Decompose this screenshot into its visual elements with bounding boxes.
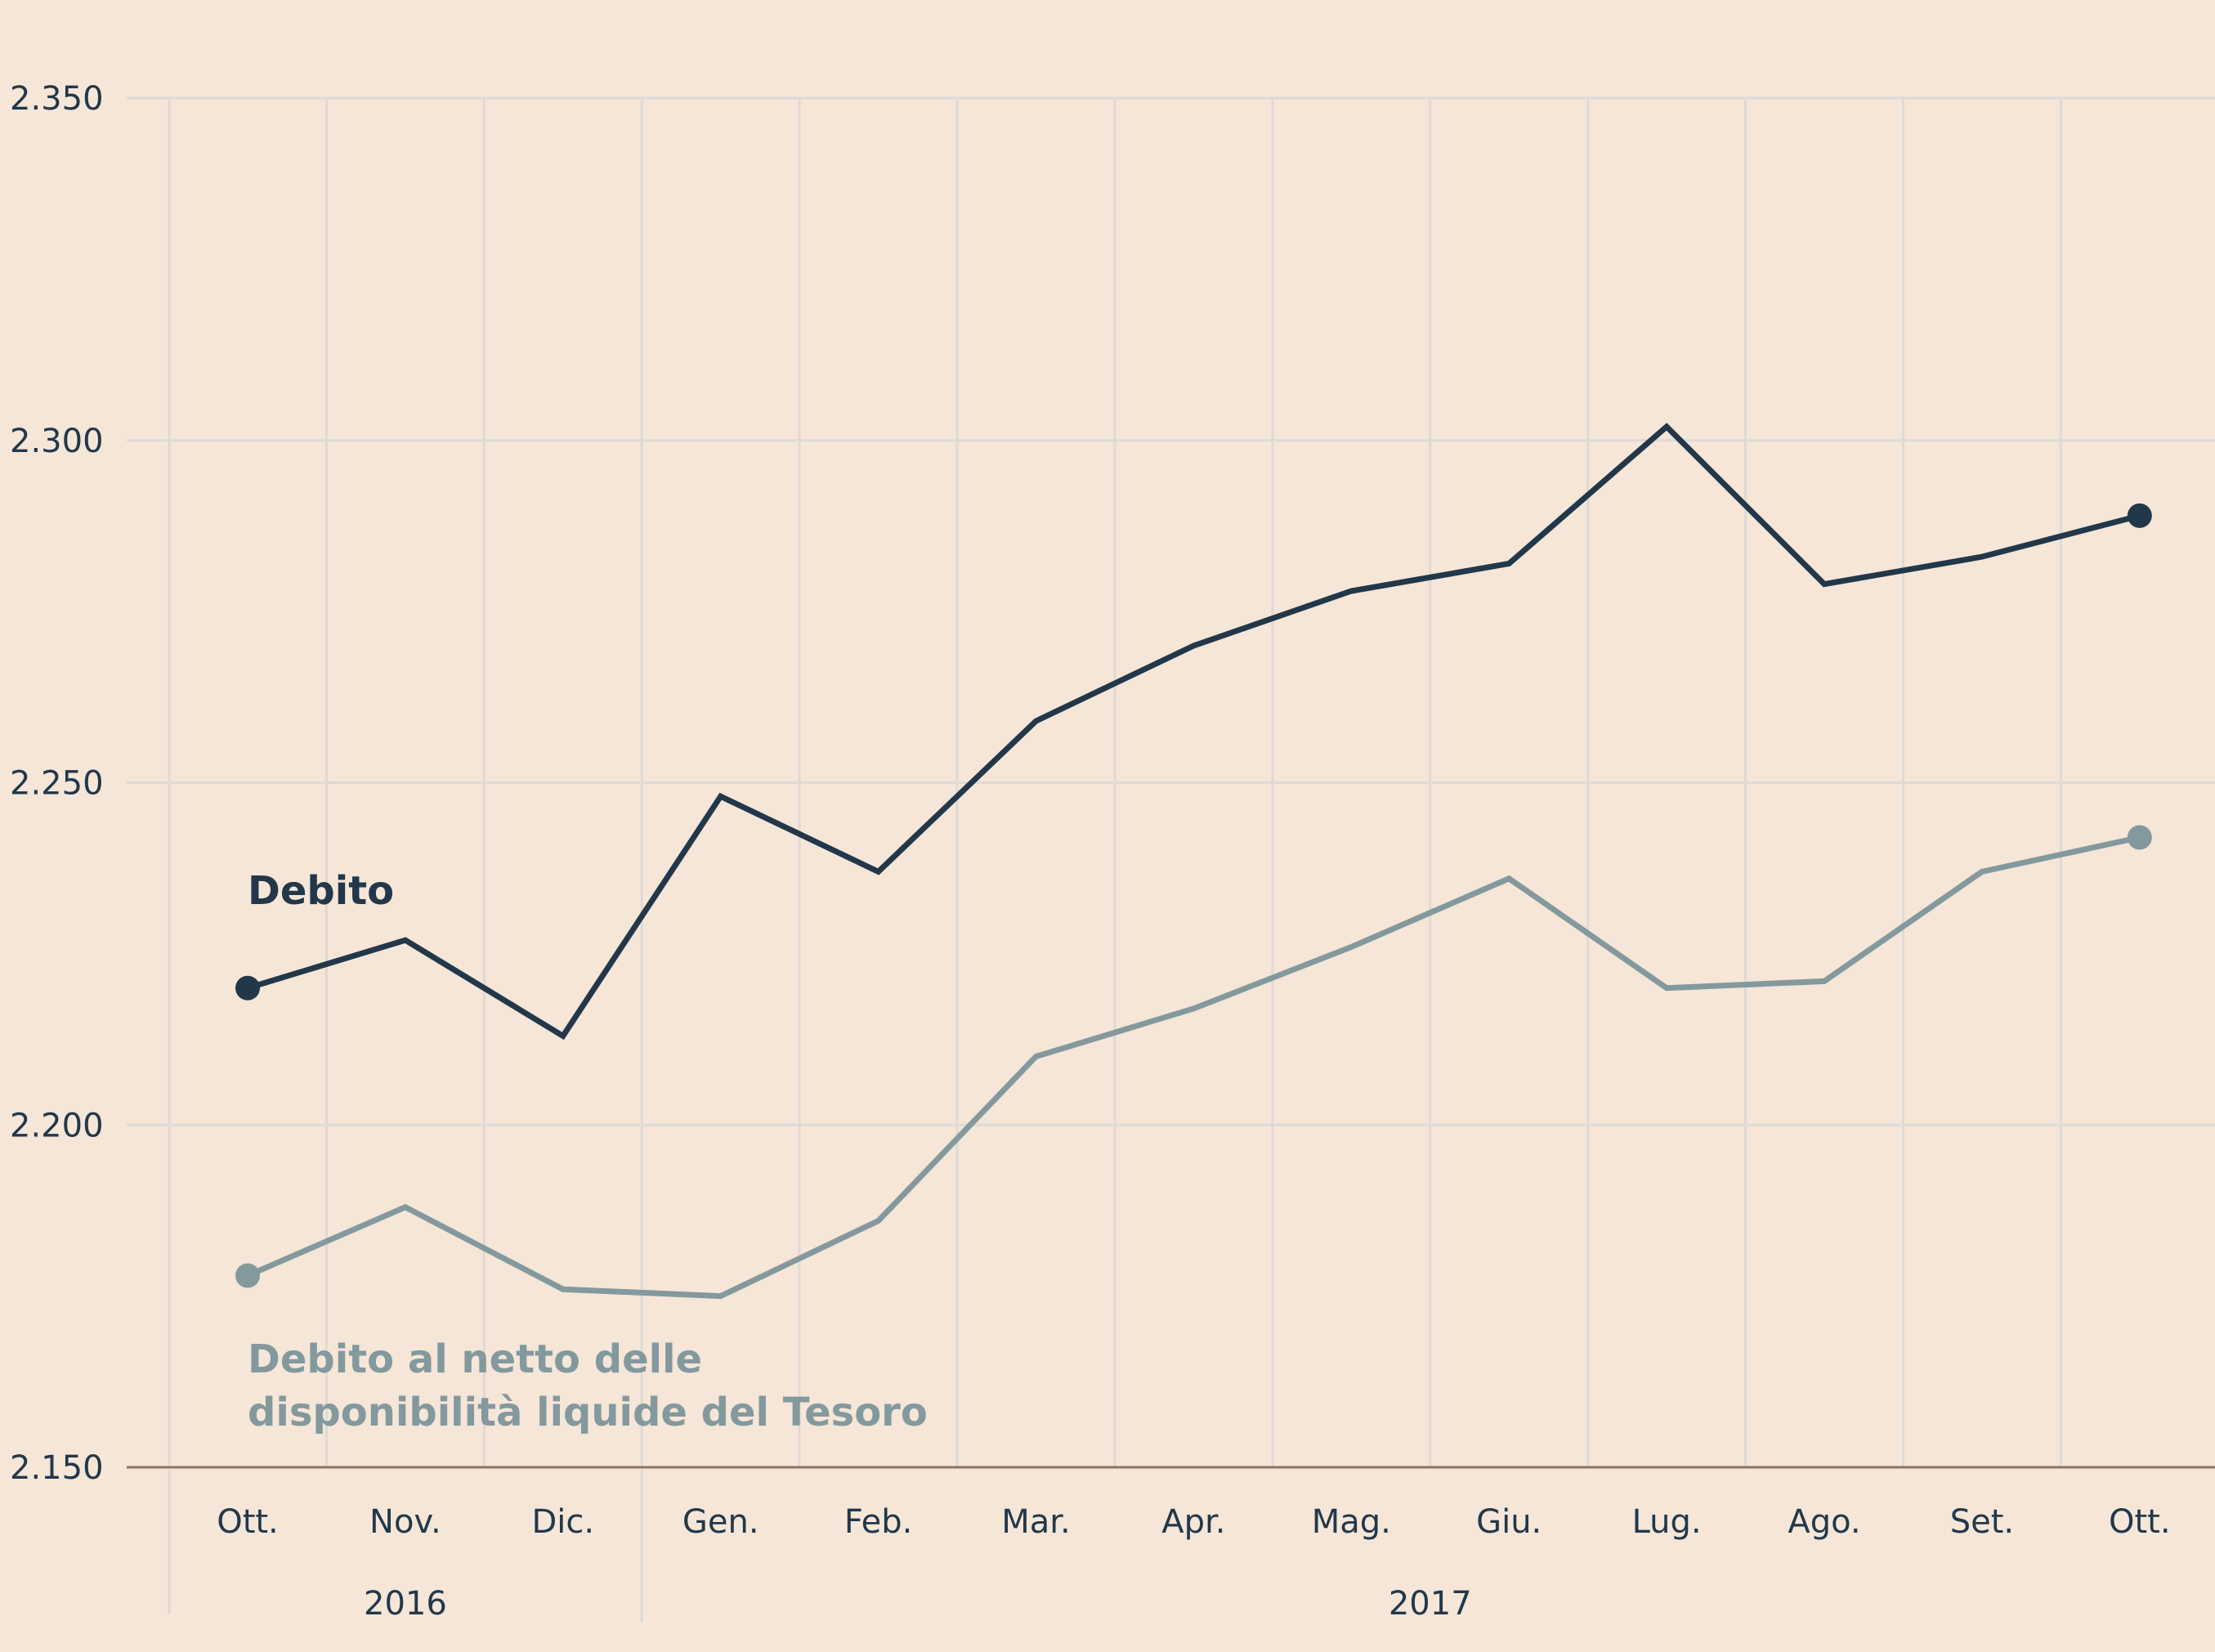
y-tick-label: 2.150: [10, 1449, 104, 1487]
series-label-debito: Debito: [248, 868, 394, 914]
x-tick-label: Ott.: [217, 1503, 279, 1541]
x-tick-label: Lug.: [1632, 1503, 1702, 1541]
series-line-2: [246, 835, 2141, 1300]
data-point: [235, 975, 260, 1001]
data-point: [2127, 503, 2152, 528]
series: [235, 423, 2152, 1300]
y-tick-label: 2.350: [10, 80, 104, 118]
x-tick-label: Mar.: [1001, 1503, 1071, 1541]
year-label: 2016: [364, 1585, 447, 1623]
year-label: 2017: [1389, 1585, 1472, 1623]
labels: 2.150 2.200 2.250 2.300 2.350 Ott. Nov. Dic. Gen…: [10, 80, 2171, 1623]
x-tick-label: Set.: [1950, 1503, 2014, 1541]
x-tick-label: Apr.: [1161, 1503, 1225, 1541]
x-tick-label: Nov.: [369, 1503, 441, 1541]
y-tick-label: 2.200: [10, 1107, 104, 1144]
x-tick-label: Dic.: [531, 1503, 594, 1541]
y-tick-label: 2.250: [10, 765, 104, 803]
gridlines: [127, 96, 2215, 1623]
x-tick-label: Ott.: [2109, 1503, 2171, 1541]
y-tick-label: 2.300: [10, 423, 104, 460]
series-label-debito-netto: Debito al netto delle: [248, 1336, 702, 1382]
x-tick-label: Feb.: [844, 1503, 913, 1541]
series-line-1: [246, 423, 2141, 1041]
data-point: [235, 1263, 260, 1288]
x-tick-label: Mag.: [1312, 1503, 1391, 1541]
series-label-debito-netto: disponibilità liquide del Tesoro: [248, 1390, 928, 1435]
data-point: [2127, 825, 2152, 850]
x-tick-label: Gen.: [682, 1503, 759, 1541]
x-tick-label: Ago.: [1788, 1503, 1860, 1541]
x-tick-label: Giu.: [1476, 1503, 1542, 1541]
